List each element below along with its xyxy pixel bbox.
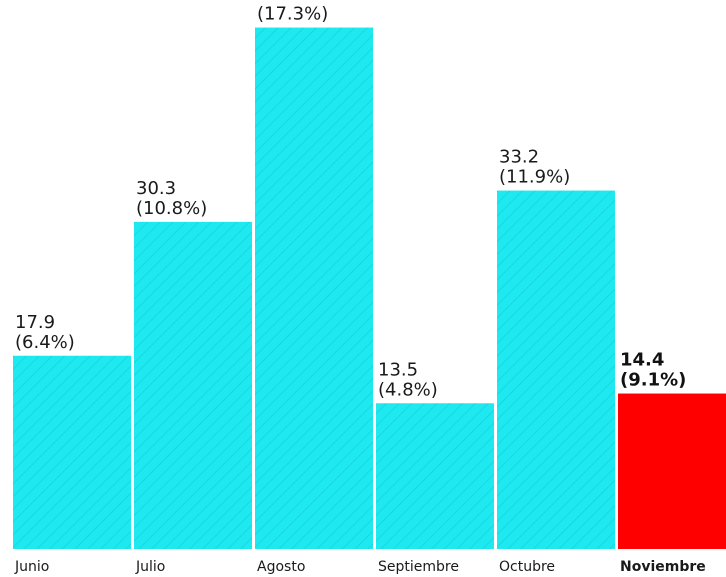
percent-label-julio: (10.8%) <box>136 198 207 219</box>
value-label-junio: 17.9 <box>15 312 55 333</box>
bar-agosto <box>255 27 373 550</box>
category-label-junio: Junio <box>14 559 49 575</box>
value-label-noviembre: 14.4 <box>620 350 664 371</box>
category-labels-group: Junio Julio Agosto Septiembre Octubre Noviemb… <box>14 559 706 575</box>
bar-octubre <box>497 190 615 550</box>
value-label-agosto: 48.3 <box>257 0 297 5</box>
percent-label-noviembre: (9.1%) <box>620 370 686 391</box>
value-labels-group: 17.9(6.4%) 30.3(10.8%) 48.3(17.3%) 13.5(4.8… <box>15 0 686 400</box>
category-label-noviembre: Noviembre <box>620 559 706 575</box>
value-label-octubre: 33.2 <box>499 147 539 168</box>
percent-label-septiembre: (4.8%) <box>378 379 438 400</box>
percent-label-agosto: (17.3%) <box>257 4 328 25</box>
value-label-julio: 30.3 <box>136 178 176 199</box>
category-label-agosto: Agosto <box>257 559 305 575</box>
bar-septiembre <box>376 403 494 549</box>
bar-junio <box>13 355 131 549</box>
category-label-septiembre: Septiembre <box>378 559 459 575</box>
category-label-julio: Julio <box>135 559 165 575</box>
percent-label-octubre: (11.9%) <box>499 167 570 188</box>
bar-julio <box>134 221 252 549</box>
bar-noviembre <box>618 393 726 549</box>
bars-group <box>13 27 726 550</box>
value-label-septiembre: 13.5 <box>378 359 418 380</box>
category-label-octubre: Octubre <box>499 559 555 575</box>
percent-label-junio: (6.4%) <box>15 332 75 353</box>
